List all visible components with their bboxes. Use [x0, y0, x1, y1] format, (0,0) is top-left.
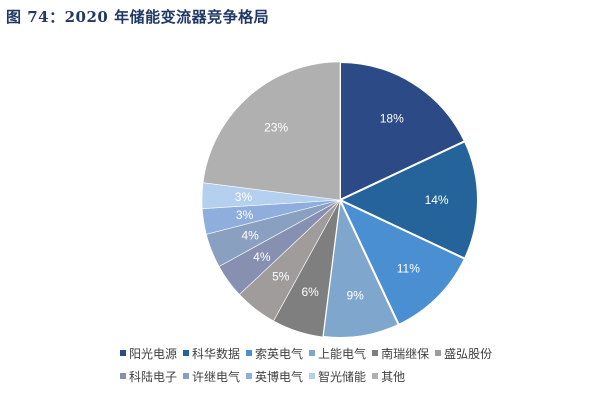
legend-row-2: 科陆电子 许继电气 英博电气 智光储能 其他 [120, 366, 590, 386]
slice-label: 6% [301, 285, 319, 299]
pie-slice [202, 61, 341, 201]
pie-slice [337, 139, 479, 261]
legend-swatch-icon [309, 350, 316, 356]
chart-title: 图 74：2020 年储能变流器竞争格局 [6, 8, 270, 26]
slice-label: 14% [425, 193, 449, 207]
legend-row-1: 阳光电源 科华数据 索英电气 上能电气 南瑞继保 盛弘股份 [120, 343, 590, 363]
legend: 阳光电源 科华数据 索英电气 上能电气 南瑞继保 盛弘股份 科陆电子 许继电气 英博电气 智光储… [120, 343, 590, 386]
legend-swatch-icon [246, 350, 253, 356]
legend-item: 阳光电源 [120, 345, 177, 362]
legend-item: 科陆电子 [120, 368, 177, 385]
slice-label: 3% [236, 208, 254, 222]
slice-label: 23% [264, 121, 288, 135]
legend-label: 索英电气 [255, 346, 304, 361]
legend-label: 许继电气 [192, 369, 241, 384]
legend-label: 科陆电子 [129, 369, 178, 384]
legend-item: 盛弘股份 [435, 345, 492, 362]
legend-label: 科华数据 [192, 346, 241, 361]
legend-swatch-icon [183, 373, 190, 379]
legend-item: 许继电气 [183, 368, 240, 385]
slice-label: 3% [235, 190, 253, 204]
pie-slice [339, 60, 467, 202]
legend-item: 上能电气 [309, 345, 366, 362]
legend-item: 科华数据 [183, 345, 240, 362]
slice-label: 4% [253, 250, 271, 264]
legend-item: 英博电气 [246, 368, 303, 385]
slice-label: 9% [346, 288, 364, 302]
slice-label: 5% [272, 269, 290, 283]
legend-item: 其他 [372, 368, 405, 385]
legend-label: 盛弘股份 [444, 346, 493, 361]
legend-label: 智光储能 [318, 369, 367, 384]
slice-label: 4% [242, 229, 260, 243]
legend-label: 上能电气 [318, 346, 367, 361]
legend-swatch-icon [183, 350, 190, 356]
legend-label: 其他 [381, 369, 406, 384]
legend-swatch-icon [372, 373, 379, 379]
legend-label: 英博电气 [255, 369, 304, 384]
slice-label: 11% [397, 261, 420, 275]
legend-item: 索英电气 [246, 345, 303, 362]
legend-swatch-icon [246, 373, 253, 379]
slice-label: 18% [380, 111, 404, 125]
legend-swatch-icon [120, 350, 126, 356]
legend-label: 南瑞继保 [381, 346, 430, 361]
legend-swatch-icon [120, 373, 126, 379]
legend-swatch-icon [372, 350, 379, 356]
pie-slice [337, 197, 467, 327]
legend-item: 智光储能 [309, 368, 366, 385]
legend-item: 南瑞继保 [372, 345, 429, 362]
legend-label: 阳光电源 [129, 346, 178, 361]
legend-swatch-icon [435, 350, 442, 356]
legend-swatch-icon [309, 373, 316, 379]
